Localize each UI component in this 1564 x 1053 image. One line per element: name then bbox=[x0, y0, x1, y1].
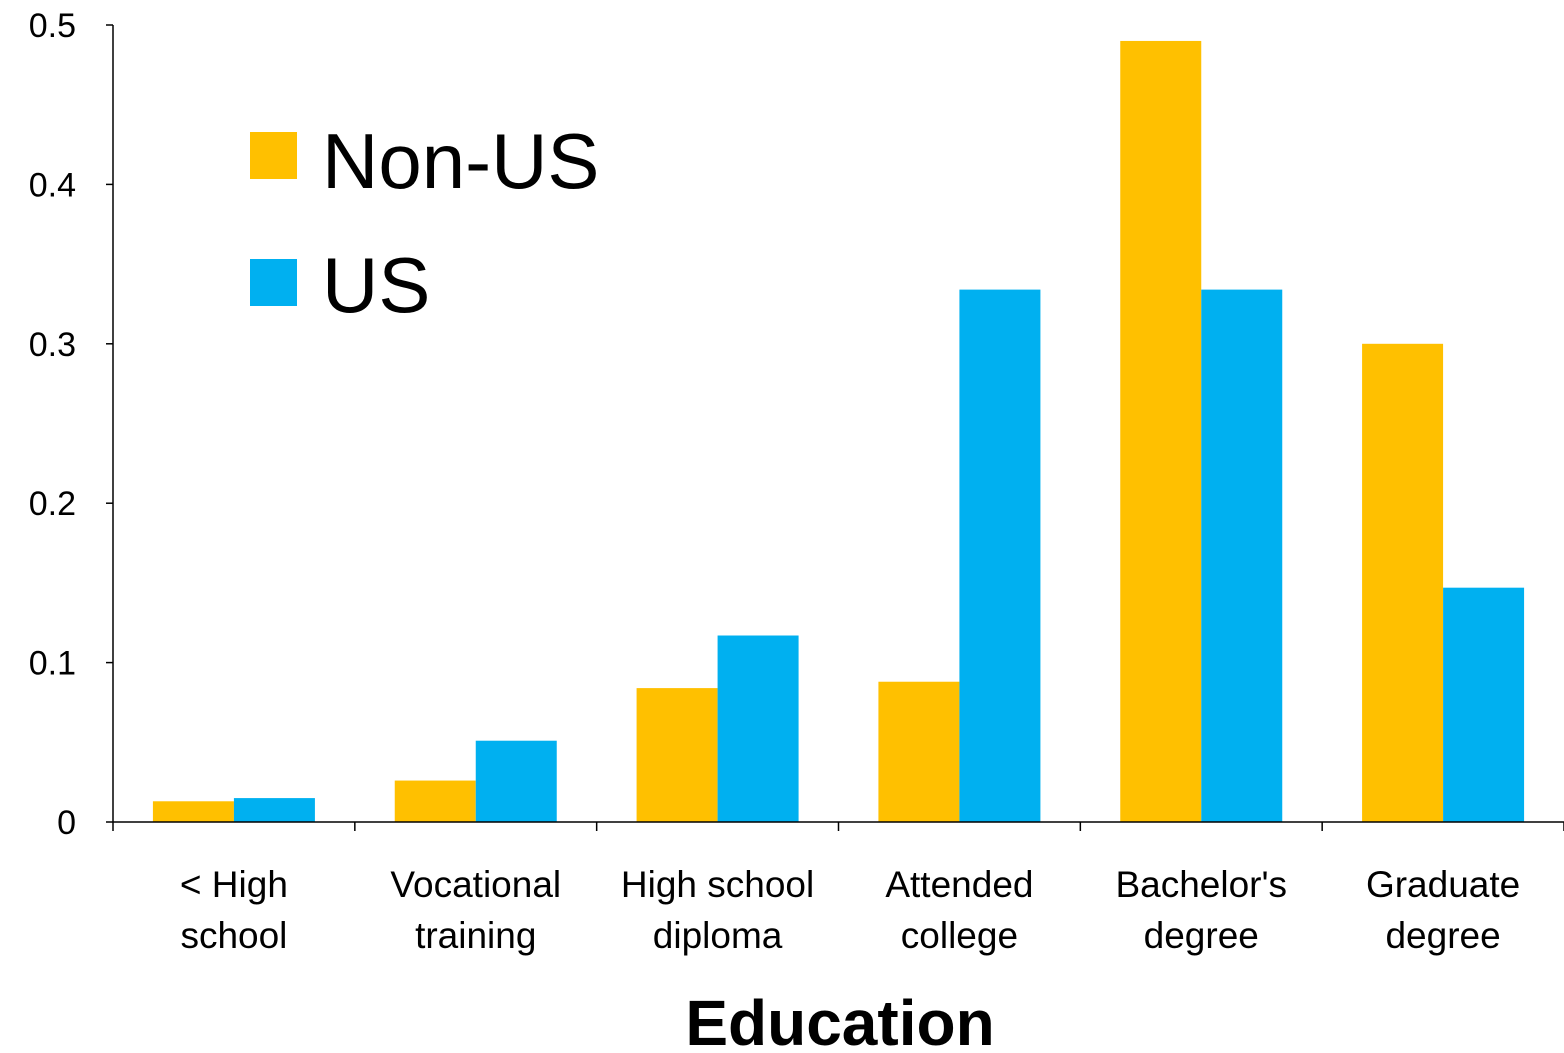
legend-label: US bbox=[322, 241, 430, 329]
x-category-label: Vocational training bbox=[390, 864, 561, 956]
bar-us bbox=[959, 289, 1041, 822]
y-tick-label: 0.4 bbox=[29, 166, 76, 204]
y-tick-label: 0.5 bbox=[29, 7, 76, 45]
legend-swatch bbox=[250, 132, 297, 179]
legend-swatch bbox=[250, 259, 297, 306]
bars-group bbox=[152, 40, 1525, 822]
x-axis-title: Education bbox=[685, 987, 994, 1053]
bar-non-us bbox=[394, 780, 476, 822]
x-category-label: Graduate degree bbox=[1366, 864, 1520, 956]
bar-non-us bbox=[1362, 343, 1444, 822]
y-tick-label: 0.1 bbox=[29, 645, 76, 683]
bar-us bbox=[717, 635, 799, 822]
x-category-label: High school diploma bbox=[621, 864, 814, 956]
bar-us bbox=[1443, 587, 1525, 822]
bar-non-us bbox=[636, 688, 718, 822]
bar-us bbox=[233, 798, 315, 822]
x-category-label: < High school bbox=[180, 864, 288, 956]
legend: Non-US US bbox=[250, 117, 599, 329]
x-category-label: Attended college bbox=[885, 864, 1033, 956]
bar-us bbox=[475, 740, 557, 822]
x-category-label: Bachelor's degree bbox=[1115, 864, 1287, 956]
y-tick-label: 0.2 bbox=[29, 485, 76, 523]
bar-non-us bbox=[878, 681, 960, 822]
y-tick-label: 0 bbox=[57, 804, 76, 842]
x-category-labels: < High school Vocational training High schoo… bbox=[180, 864, 1520, 956]
bar-non-us bbox=[1120, 40, 1202, 822]
y-tick-labels: 0 0.1 0.2 0.3 0.4 0.5 bbox=[29, 7, 76, 842]
legend-label: Non-US bbox=[322, 117, 599, 205]
bar-non-us bbox=[152, 801, 234, 822]
axes-group bbox=[106, 24, 1564, 831]
y-tick-label: 0.3 bbox=[29, 326, 76, 364]
bar-us bbox=[1201, 289, 1283, 822]
